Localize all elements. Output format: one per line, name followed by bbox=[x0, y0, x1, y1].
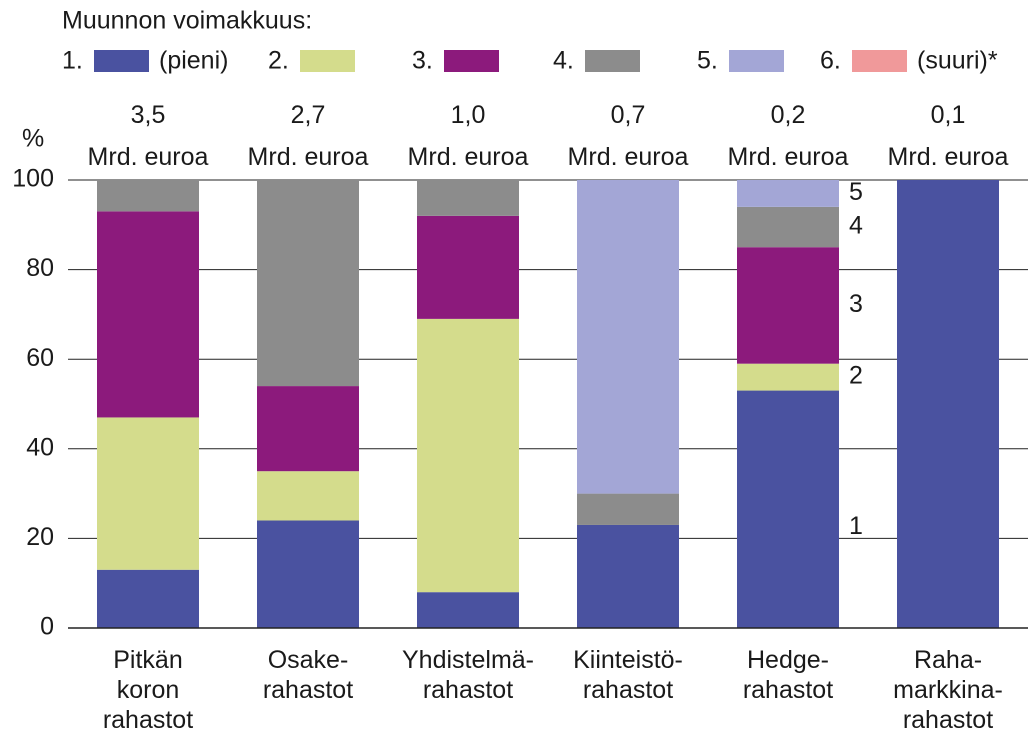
legend-swatch bbox=[585, 50, 640, 72]
legend-high: (suuri)* bbox=[917, 47, 998, 75]
segment-label: 1 bbox=[849, 512, 863, 540]
bar-segment bbox=[97, 417, 199, 570]
bar-segment bbox=[737, 363, 839, 391]
y-tick-label: 0 bbox=[40, 613, 54, 641]
x-tick-label: Osake- rahastot bbox=[262, 646, 354, 704]
amount-unit: Mrd. euroa bbox=[567, 143, 689, 171]
bar-segment bbox=[417, 318, 519, 593]
bar-segment bbox=[577, 493, 679, 525]
bar-segment bbox=[737, 180, 839, 207]
segment-label: 5 bbox=[849, 178, 863, 206]
legend-swatch bbox=[729, 50, 784, 72]
segment-label: 3 bbox=[849, 290, 863, 318]
bar-segment bbox=[577, 180, 679, 494]
bar-segment bbox=[737, 390, 839, 628]
amount-label: 0,2 bbox=[770, 101, 806, 129]
amount-label: 0,1 bbox=[930, 101, 966, 129]
legend-label: 3. bbox=[412, 47, 433, 75]
bar-segment bbox=[97, 180, 199, 212]
y-tick-label: 60 bbox=[26, 344, 54, 372]
legend-label: 4. bbox=[553, 47, 574, 75]
bar-segment bbox=[257, 520, 359, 628]
legend-title: Muunnon voimakkuus: bbox=[62, 7, 312, 35]
bar-segment bbox=[97, 211, 199, 418]
amount-unit: Mrd. euroa bbox=[887, 143, 1009, 171]
amount-label: 0,7 bbox=[610, 101, 646, 129]
legend-label: 1. bbox=[62, 47, 83, 75]
y-tick-label: 40 bbox=[26, 433, 54, 461]
bar-segment bbox=[577, 524, 679, 628]
amount-label: 1,0 bbox=[450, 101, 486, 129]
bar-segment bbox=[737, 206, 839, 248]
x-tick-label: Kiinteistö- rahastot bbox=[573, 646, 683, 704]
amount-unit: Mrd. euroa bbox=[727, 143, 849, 171]
bar-segment bbox=[257, 471, 359, 521]
amount-label: 3,5 bbox=[130, 101, 166, 129]
y-tick-label: 20 bbox=[26, 523, 54, 551]
legend-label: 2. bbox=[268, 47, 289, 75]
legend-swatch bbox=[852, 50, 907, 72]
bar-segment bbox=[897, 180, 999, 628]
legend-low: (pieni) bbox=[159, 47, 228, 75]
legend-label: 5. bbox=[697, 47, 718, 75]
y-tick-label: 100 bbox=[12, 165, 54, 193]
legend-swatch bbox=[444, 50, 499, 72]
segment-label: 2 bbox=[849, 362, 863, 390]
x-tick-label: Hedge- rahastot bbox=[742, 646, 834, 704]
segment-label: 4 bbox=[849, 212, 863, 240]
bar-segment bbox=[417, 215, 519, 319]
amount-unit: Mrd. euroa bbox=[407, 143, 529, 171]
bar-segment bbox=[417, 180, 519, 216]
x-tick-label: Yhdistelmä- rahastot bbox=[402, 646, 534, 704]
y-axis-label: % bbox=[22, 125, 44, 153]
x-tick-label: Raha- markkina- rahastot bbox=[893, 646, 1003, 734]
amount-unit: Mrd. euroa bbox=[247, 143, 369, 171]
amount-label: 2,7 bbox=[290, 101, 326, 129]
legend-label: 6. bbox=[820, 47, 841, 75]
bar-segment bbox=[737, 247, 839, 364]
legend-swatch bbox=[300, 50, 355, 72]
bar-segment bbox=[417, 592, 519, 628]
bar-segment bbox=[257, 386, 359, 472]
amount-unit: Mrd. euroa bbox=[87, 143, 209, 171]
bar-segment bbox=[257, 180, 359, 387]
y-tick-label: 80 bbox=[26, 254, 54, 282]
bar-segment bbox=[97, 569, 199, 628]
x-tick-label: Pitkän koron rahastot bbox=[102, 646, 194, 734]
legend-swatch bbox=[94, 50, 149, 72]
